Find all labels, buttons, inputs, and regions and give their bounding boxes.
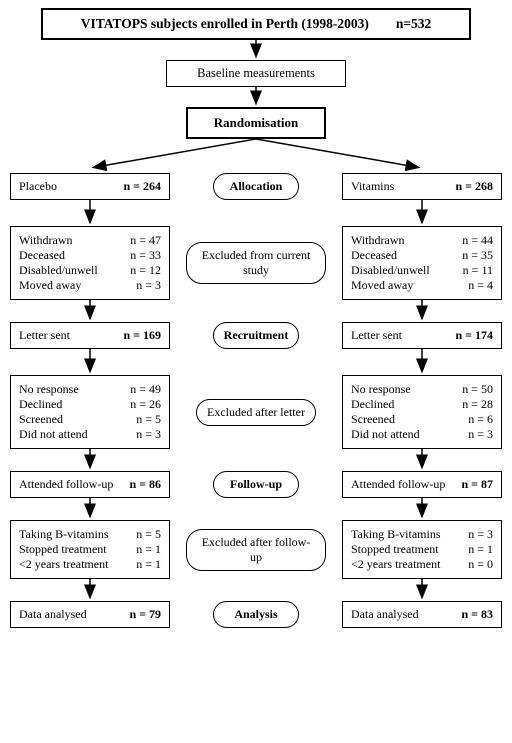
list-item: Disabled/unwelln = 12 [19,263,161,278]
arrow-down-icon [80,579,100,601]
vitamins-excl1-box: Withdrawnn = 44 Deceasedn = 35 Disabled/… [342,226,502,300]
arrow-down-icon [80,300,100,322]
list-item: No responsen = 50 [351,382,493,397]
stage-excluded-current: Excluded from current study [186,242,326,284]
list-item: Screenedn = 5 [19,412,161,427]
baseline-text: Baseline measurements [197,66,315,80]
vitamins-excl3-box: Taking B-vitaminsn = 3 Stopped treatment… [342,520,502,579]
stage-excluded-followup: Excluded after follow-up [186,529,326,571]
baseline-box: Baseline measurements [166,60,346,87]
arrow-row [8,349,504,375]
list-item: Withdrawnn = 47 [19,233,161,248]
placebo-excl1-box: Withdrawnn = 47 Deceasedn = 33 Disabled/… [10,226,170,300]
list-item: Screenedn = 6 [351,412,493,427]
vitamins-analysed-box: Data analysed n = 83 [342,601,502,628]
stage-recruitment: Recruitment [213,322,300,349]
arrow-down-icon [412,300,432,322]
vitamins-arm-box: Vitamins n = 268 [342,173,502,200]
list-item: Moved awayn = 4 [351,278,493,293]
vitamins-letter-box: Letter sent n = 174 [342,322,502,349]
arrow-row [8,200,504,226]
arrow-row [8,498,504,520]
row-analysis: Data analysed n = 79 Analysis Data analy… [8,601,504,628]
list-item: Deceasedn = 35 [351,248,493,263]
placebo-excl2-box: No responsen = 49 Declinedn = 26 Screene… [10,375,170,449]
row-allocation: Placebo n = 264 Allocation Vitamins n = … [8,173,504,200]
arrow-down-icon [412,449,432,471]
list-item: <2 years treatmentn = 1 [19,557,161,572]
arrow-down-icon [412,200,432,226]
placebo-excl3-box: Taking B-vitaminsn = 5 Stopped treatment… [10,520,170,579]
arrow-row [8,449,504,471]
randomisation-box: Randomisation [186,107,326,139]
list-item: Did not attendn = 3 [351,427,493,442]
placebo-letter-box: Letter sent n = 169 [10,322,170,349]
arrow-down-icon [412,579,432,601]
list-item: Moved awayn = 3 [19,278,161,293]
arrow-down-icon [246,87,266,107]
list-item: Taking B-vitaminsn = 5 [19,527,161,542]
list-item: Disabled/unwelln = 11 [351,263,493,278]
arrow-row [8,300,504,322]
arrow-down-icon [80,498,100,520]
stage-followup: Follow-up [213,471,299,498]
vitamins-excl2-box: No responsen = 50 Declinedn = 28 Screene… [342,375,502,449]
placebo-analysed-box: Data analysed n = 79 [10,601,170,628]
row-recruitment: Letter sent n = 169 Recruitment Letter s… [8,322,504,349]
flowchart-root: VITATOPS subjects enrolled in Perth (199… [8,8,504,628]
list-item: Taking B-vitaminsn = 3 [351,527,493,542]
placebo-arm-box: Placebo n = 264 [10,173,170,200]
branch-arrows-icon [56,139,456,173]
placebo-attended-box: Attended follow-up n = 86 [10,471,170,498]
list-item: No responsen = 49 [19,382,161,397]
vitamins-n: n = 268 [455,179,493,194]
list-item: Did not attendn = 3 [19,427,161,442]
row-excluded-followup: Taking B-vitaminsn = 5 Stopped treatment… [8,520,504,579]
list-item: Declinedn = 26 [19,397,161,412]
arrow-row [8,579,504,601]
row-excluded-letter: No responsen = 49 Declinedn = 26 Screene… [8,375,504,449]
title-text: VITATOPS subjects enrolled in Perth (199… [81,16,432,31]
vitamins-attended-box: Attended follow-up n = 87 [342,471,502,498]
arrow-down-icon [412,498,432,520]
stage-allocation: Allocation [213,173,299,200]
arrow-down-icon [80,200,100,226]
stage-excluded-letter: Excluded after letter [196,399,316,426]
list-item: Stopped treatmentn = 1 [351,542,493,557]
arrow-down-icon [246,40,266,60]
title-box: VITATOPS subjects enrolled in Perth (199… [41,8,471,40]
row-excluded-current: Withdrawnn = 47 Deceasedn = 33 Disabled/… [8,226,504,300]
arrow-down-icon [412,349,432,375]
arrow-down-icon [80,449,100,471]
list-item: Withdrawnn = 44 [351,233,493,248]
row-followup: Attended follow-up n = 86 Follow-up Atte… [8,471,504,498]
list-item: Declinedn = 28 [351,397,493,412]
stage-analysis: Analysis [213,601,299,628]
list-item: Stopped treatmentn = 1 [19,542,161,557]
arrow-down-icon [80,349,100,375]
randomisation-text: Randomisation [214,115,299,130]
list-item: Deceasedn = 33 [19,248,161,263]
vitamins-label: Vitamins [351,179,394,194]
list-item: <2 years treatmentn = 0 [351,557,493,572]
placebo-label: Placebo [19,179,57,194]
placebo-n: n = 264 [123,179,161,194]
